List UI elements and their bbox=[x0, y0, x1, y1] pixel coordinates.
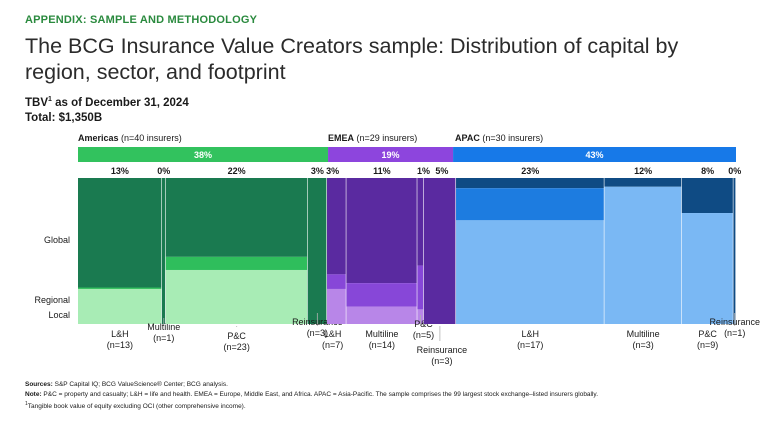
footnote-sources: Sources: S&P Capital IQ; BCG ValueScienc… bbox=[25, 381, 228, 388]
col-apac-reinsurance-separator bbox=[735, 178, 737, 324]
col-americas-pandc-regional-segment bbox=[165, 256, 308, 270]
footnote-sources-text: S&P Capital IQ; BCG ValueScience® Center… bbox=[52, 381, 228, 388]
col-emea-pandc-share-label: 1% bbox=[417, 166, 430, 176]
col-apac-pandc-sector-label: P&C bbox=[698, 329, 717, 339]
col-emea-landh-regional-segment bbox=[327, 274, 347, 289]
col-emea-multiline-count-label: (n=14) bbox=[369, 340, 395, 350]
row-label-regional: Regional bbox=[34, 295, 70, 305]
col-emea-landh-local-segment bbox=[327, 288, 347, 324]
col-emea-pandc-global-segment bbox=[417, 178, 424, 266]
col-emea-reinsurance-global-segment bbox=[423, 178, 457, 324]
col-apac-pandc-separator bbox=[732, 178, 735, 324]
region-label-americas: Americas (n=40 insurers) bbox=[78, 133, 182, 143]
col-emea-reinsurance-count-label: (n=3) bbox=[431, 356, 452, 366]
col-apac-landh-regional-segment bbox=[456, 188, 605, 221]
col-americas-pandc-count-label: (n=23) bbox=[224, 342, 250, 352]
col-emea-multiline-sector-label: Multiline bbox=[365, 329, 398, 339]
col-apac-multiline-count-label: (n=3) bbox=[632, 340, 653, 350]
region-count: (n=40 insurers) bbox=[118, 133, 182, 143]
col-emea-multiline-global-segment bbox=[346, 178, 418, 284]
col-apac-multiline-global-segment bbox=[604, 178, 682, 187]
col-americas-landh-regional-segment bbox=[78, 287, 162, 289]
col-apac-multiline-local-segment bbox=[604, 186, 682, 324]
region-count: (n=29 insurers) bbox=[354, 133, 418, 143]
col-apac-reinsurance-global-segment bbox=[733, 178, 736, 324]
section-kicker: APPENDIX: SAMPLE AND METHODOLOGY bbox=[25, 14, 258, 26]
region-share-bar-emea bbox=[328, 147, 454, 162]
region-count: (n=30 insurers) bbox=[479, 133, 544, 143]
region-name: APAC bbox=[455, 133, 480, 143]
col-emea-reinsurance-share-label: 5% bbox=[435, 166, 448, 176]
col-americas-multiline-sector-label: Multiline bbox=[147, 322, 180, 332]
col-americas-pandc-local-segment bbox=[165, 269, 308, 324]
col-emea-landh-global-segment bbox=[327, 178, 347, 275]
col-apac-landh-sector-label: L&H bbox=[521, 329, 539, 339]
footnote-tbv: 1Tangible book value of equity excluding… bbox=[25, 401, 246, 410]
page-title: The BCG Insurance Value Creators sample:… bbox=[25, 34, 679, 84]
footnote-note-label: Note: bbox=[25, 391, 42, 398]
col-americas-reinsurance-global-segment bbox=[307, 178, 328, 324]
col-apac-landh-count-label: (n=17) bbox=[517, 340, 543, 350]
chart-subtitle: TBV1 as of December 31, 2024 bbox=[25, 96, 189, 109]
region-label-apac: APAC (n=30 insurers) bbox=[455, 133, 543, 143]
col-emea-landh-sector-label: L&H bbox=[324, 329, 342, 339]
col-emea-landh-count-label: (n=7) bbox=[322, 340, 343, 350]
col-americas-reinsurance-count-label: (n=3) bbox=[307, 328, 328, 338]
col-emea-reinsurance-sector-label: Reinsurance bbox=[417, 345, 468, 355]
footnote-sources-label: Sources: bbox=[25, 381, 53, 388]
col-americas-multiline-global-segment bbox=[161, 178, 166, 324]
col-americas-landh-separator bbox=[161, 178, 163, 324]
region-share-label-emea: 19% bbox=[382, 150, 400, 160]
row-label-global: Global bbox=[44, 235, 70, 245]
col-americas-landh-global-segment bbox=[78, 178, 162, 288]
col-apac-landh-share-label: 23% bbox=[521, 166, 539, 176]
col-americas-multiline-share-label: 0% bbox=[157, 166, 170, 176]
col-apac-multiline-share-label: 12% bbox=[634, 166, 652, 176]
footnote-note-text: P&C = property and casualty; L&H = life … bbox=[41, 391, 599, 398]
col-americas-landh-local-segment bbox=[78, 288, 162, 324]
col-apac-pandc-global-segment bbox=[681, 178, 734, 214]
col-emea-pandc-count-label: (n=5) bbox=[413, 330, 434, 340]
col-apac-reinsurance-count-label: (n=1) bbox=[724, 328, 745, 338]
col-americas-landh-share-label: 13% bbox=[111, 166, 129, 176]
col-apac-pandc-share-label: 8% bbox=[701, 166, 714, 176]
region-share-label-americas: 38% bbox=[194, 150, 212, 160]
col-apac-landh-global-segment bbox=[456, 178, 605, 189]
col-apac-pandc-count-label: (n=9) bbox=[697, 340, 718, 350]
region-name: EMEA bbox=[328, 133, 355, 143]
subtitle-main: TBV bbox=[25, 96, 48, 109]
col-apac-multiline-sector-label: Multiline bbox=[627, 329, 660, 339]
footnote-tbv-text: Tangible book value of equity excluding … bbox=[27, 403, 246, 411]
footnote-note: Note: P&C = property and casualty; L&H =… bbox=[25, 391, 598, 398]
col-emea-multiline-local-segment bbox=[346, 306, 418, 324]
col-emea-multiline-regional-segment bbox=[346, 283, 418, 307]
col-americas-multiline-count-label: (n=1) bbox=[153, 333, 174, 343]
region-share-bar-americas bbox=[78, 147, 329, 162]
region-label-emea: EMEA (n=29 insurers) bbox=[328, 133, 417, 143]
col-apac-reinsurance-share-label: 0% bbox=[728, 166, 741, 176]
col-americas-landh-sector-label: L&H bbox=[111, 329, 129, 339]
chart-total: Total: $1,350B bbox=[25, 112, 103, 124]
region-share-label-apac: 43% bbox=[586, 150, 604, 160]
col-emea-landh-share-label: 3% bbox=[326, 166, 339, 176]
subtitle-rest: as of December 31, 2024 bbox=[51, 96, 189, 109]
col-americas-pandc-share-label: 22% bbox=[228, 166, 246, 176]
col-apac-pandc-local-segment bbox=[681, 213, 734, 324]
col-emea-pandc-regional-segment bbox=[417, 265, 424, 310]
col-americas-pandc-global-segment bbox=[165, 178, 308, 257]
col-americas-pandc-sector-label: P&C bbox=[227, 331, 246, 341]
col-americas-reinsurance-share-label: 3% bbox=[311, 166, 324, 176]
footnote-tbv-marker: 1 bbox=[25, 401, 28, 407]
col-americas-landh-count-label: (n=13) bbox=[107, 340, 133, 350]
row-label-local: Local bbox=[48, 310, 70, 320]
col-apac-reinsurance-sector-label: Reinsurance bbox=[709, 317, 760, 327]
region-share-bar-apac bbox=[453, 147, 736, 162]
col-apac-landh-local-segment bbox=[456, 220, 605, 324]
col-emea-multiline-share-label: 11% bbox=[373, 166, 391, 176]
col-americas-reinsurance-sector-label: Reinsurance bbox=[292, 317, 343, 327]
subtitle-footnote-marker: 1 bbox=[48, 96, 52, 103]
region-name: Americas bbox=[78, 133, 119, 143]
